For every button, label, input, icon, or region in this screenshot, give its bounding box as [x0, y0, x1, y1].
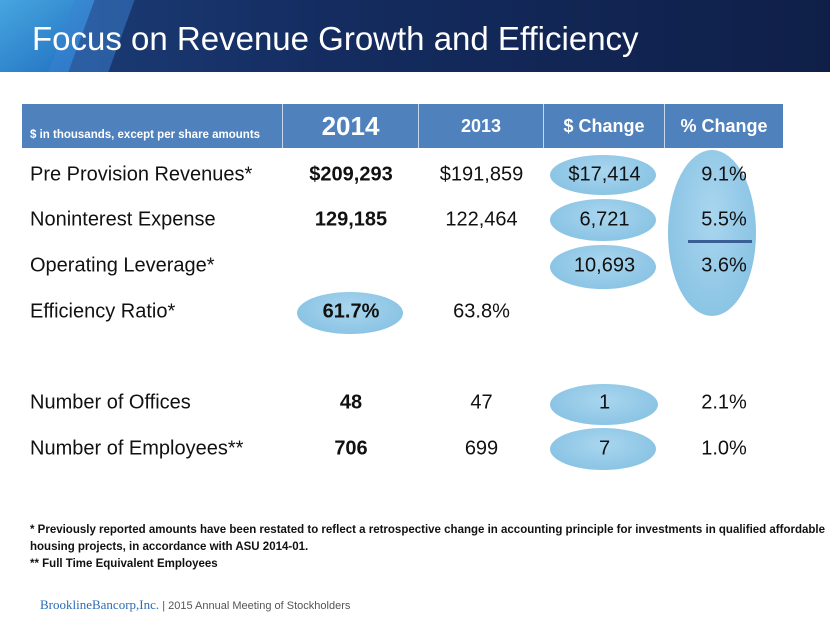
value-2014: 706 — [334, 437, 368, 460]
footer-separator: | — [162, 600, 166, 612]
slide-title: Focus on Revenue Growth and Efficiency — [32, 20, 639, 57]
footnote-restated: * Previously reported amounts have been … — [30, 524, 825, 553]
row-label: Number of Employees** — [30, 437, 244, 460]
percent-change: 5.5% — [701, 208, 747, 231]
highlight-ellipse — [550, 384, 658, 425]
value-2014: 129,185 — [314, 208, 388, 231]
dollar-change: 1 — [598, 391, 611, 414]
dollar-change: 6,721 — [579, 208, 630, 231]
value-2013: 122,464 — [445, 208, 518, 231]
dollar-change: 10,693 — [573, 254, 636, 277]
footer: BrooklineBancorp,Inc. | 2015 Annual Meet… — [40, 597, 350, 613]
highlight-ellipse — [550, 428, 656, 470]
company-logo: BrooklineBancorp,Inc. — [40, 597, 160, 612]
header-dollar-change: $ Change — [544, 104, 665, 148]
highlight-ellipse — [550, 199, 656, 241]
highlight-ellipse — [550, 245, 656, 289]
percent-change: 9.1% — [701, 163, 747, 186]
footnote-fte: ** Full Time Equivalent Employees — [30, 558, 218, 570]
row-label: Noninterest Expense — [30, 208, 216, 231]
row-label: Operating Leverage* — [30, 254, 215, 277]
value-2013: 699 — [464, 437, 499, 460]
header-2013: 2013 — [419, 104, 544, 148]
value-2014: $209,293 — [309, 163, 393, 186]
highlight-ellipse — [550, 155, 656, 195]
percent-change: 3.6% — [701, 254, 747, 277]
row-label: Pre Provision Revenues* — [30, 163, 253, 186]
highlight-ellipse — [668, 150, 756, 316]
row-label: Efficiency Ratio* — [30, 300, 176, 323]
value-2014: 48 — [339, 391, 363, 414]
value-2013: 63.8% — [453, 300, 510, 323]
value-2014: 61.7% — [322, 300, 380, 323]
dollar-change: 7 — [598, 437, 611, 460]
dollar-change: $17,414 — [568, 163, 641, 186]
header-label: $ in thousands, except per share amounts — [22, 104, 283, 148]
footer-event: 2015 Annual Meeting of Stockholders — [168, 600, 351, 612]
underline-mark — [688, 240, 752, 243]
value-2013: $191,859 — [439, 163, 524, 186]
header-percent-change: % Change — [665, 104, 783, 148]
highlight-ellipse — [297, 292, 403, 334]
percent-change: 2.1% — [701, 391, 747, 414]
percent-change: 1.0% — [701, 437, 747, 460]
footnotes: * Previously reported amounts have been … — [30, 522, 830, 573]
value-2013: 47 — [470, 391, 493, 414]
row-label: Number of Offices — [30, 391, 191, 414]
header-2014: 2014 — [283, 104, 419, 148]
title-banner: Focus on Revenue Growth and Efficiency — [0, 0, 830, 72]
